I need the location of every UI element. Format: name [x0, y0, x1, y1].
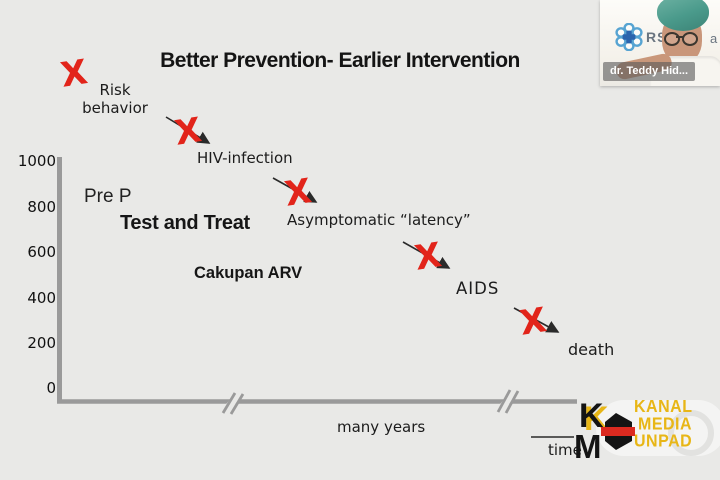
annotation-cakupan-arv: Cakupan ARV — [194, 264, 303, 282]
stage-label-death: death — [568, 340, 615, 359]
km-monogram-icon: K K M — [574, 397, 635, 462]
axis-break-right — [496, 388, 520, 414]
x-axis-label-many-years: many years — [337, 418, 426, 436]
watermark-wordmark: KANAL MEDIA UNPAD — [634, 399, 693, 451]
stage-label-asymptomatic: Asymptomatic “latency” — [287, 211, 471, 229]
x-mark-aids: X — [412, 235, 445, 279]
watermark-line: MEDIA — [638, 415, 693, 434]
x-mark-hiv-infection: X — [172, 110, 205, 154]
svg-text:K: K — [579, 397, 604, 435]
svg-text:M: M — [574, 428, 602, 462]
watermark-line: UNPAD — [634, 432, 693, 451]
glasses-left-lens — [664, 32, 680, 46]
glasses-bridge — [676, 36, 684, 38]
y-axis-tick: 800 — [27, 198, 56, 216]
participant-video-thumbnail[interactable]: RS a dr. Teddy Hid... — [600, 0, 720, 86]
media-watermark: K K M KANAL MEDIA UNPAD — [572, 394, 720, 464]
hospital-name-text: RS — [646, 29, 668, 45]
surgical-cap — [657, 0, 709, 31]
y-axis-tick: 1000 — [17, 152, 56, 170]
annotation-pre-p: Pre P — [84, 186, 132, 207]
page-title: Better Prevention- Earlier Intervention — [160, 49, 520, 72]
y-axis-tick: 0 — [46, 379, 56, 397]
x-mark-asymptomatic: X — [282, 171, 315, 215]
hospital-flower-logo-icon — [615, 23, 643, 51]
y-axis-tick: 600 — [27, 243, 56, 261]
stage-label-hiv-infection: HIV-infection — [197, 149, 293, 167]
y-axis-tick: 400 — [27, 289, 56, 307]
glasses-right-lens — [682, 32, 698, 46]
annotation-test-and-treat: Test and Treat — [120, 212, 250, 234]
watermark-faint-ring — [668, 410, 714, 456]
stage-label-aids: AIDS — [456, 279, 500, 298]
axis-break-left — [221, 390, 245, 415]
y-axis-tick: 200 — [27, 334, 56, 352]
watermark-line: KANAL — [634, 398, 693, 417]
hospital-name-text-partial: a — [710, 31, 718, 46]
x-mark-death: X — [517, 300, 550, 344]
participant-name-tag: dr. Teddy Hid... — [603, 62, 696, 81]
x-axis-label-time: time — [548, 441, 582, 459]
stage-label-risk-behavior: Risk behavior — [82, 81, 148, 117]
